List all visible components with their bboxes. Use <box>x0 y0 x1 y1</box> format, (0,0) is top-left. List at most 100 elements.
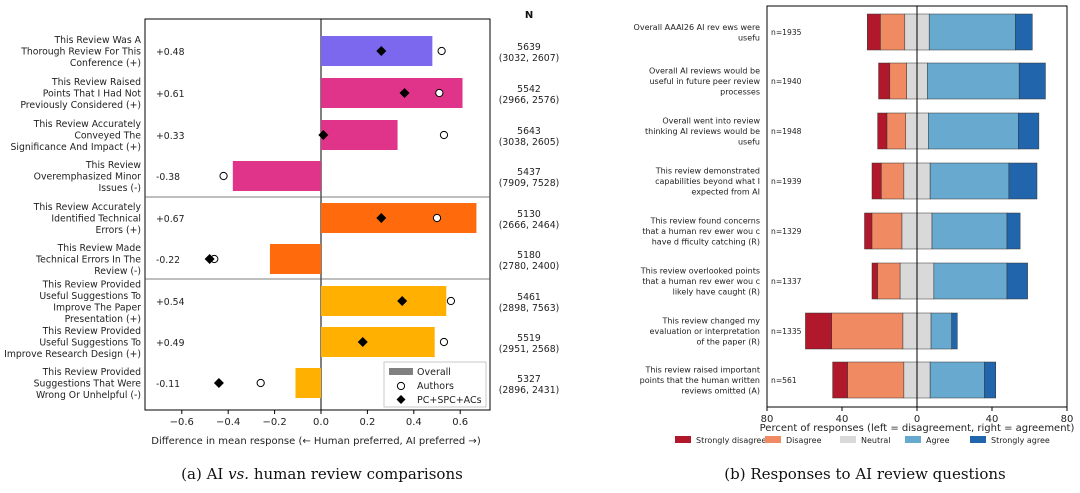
legend-authors-label: Authors <box>417 381 454 392</box>
overall-bar <box>321 120 398 150</box>
row-value-label: +0.61 <box>156 89 185 100</box>
n-breakdown: (2951, 2568) <box>499 344 559 355</box>
legend-overall-label: Overall <box>417 367 451 378</box>
row-label-b-line: This review changed my <box>662 317 761 326</box>
overall-bar <box>321 327 435 357</box>
legend-overall-swatch <box>389 368 413 375</box>
row-label-line: Useful Suggestions To <box>39 291 141 302</box>
n-breakdown: (2666, 2464) <box>499 220 559 231</box>
legend-swatch-b <box>675 436 691 443</box>
caption-a-part: human review comparisons <box>249 465 463 483</box>
row-n-b: n=1940 <box>771 77 802 86</box>
segment-strongly-disagree <box>871 262 878 300</box>
segment-disagree <box>871 212 903 250</box>
row-label-b-line: This review overlooked points <box>640 267 760 276</box>
pcs-marker <box>376 213 387 223</box>
row-label-line: This Review <box>85 160 142 171</box>
legend-authors-marker <box>396 381 406 391</box>
pcs-marker <box>204 254 215 264</box>
row-label-line: Useful Suggestions To <box>39 338 141 349</box>
segment-strongly-agree <box>1006 262 1028 300</box>
segment-strongly-agree <box>1015 13 1033 51</box>
row-label-line: Significance And Impact (+) <box>11 142 141 153</box>
row-label-line: Improve Research Design (+) <box>4 349 141 360</box>
row-label-b-line: that a human rev ewer wou c <box>642 227 760 236</box>
row-label-line: Review (-) <box>94 266 141 277</box>
n-breakdown: (3038, 2605) <box>499 137 559 148</box>
figure-b: Overall AAAI26 AI rev ews wereusefun=193… <box>634 5 1075 483</box>
segment-strongly-agree <box>984 361 996 399</box>
row-label-line: This Review Was A <box>53 35 141 46</box>
x-tick-label: 0.4 <box>406 417 422 428</box>
x-tick-label: −0.2 <box>262 417 286 428</box>
x-axis-label-b: Percent of responses (left = disagreemen… <box>760 423 1075 434</box>
caption-a: (a) AI vs. human review comparisons <box>181 465 463 483</box>
authors-marker <box>435 88 444 98</box>
authors-marker <box>437 46 446 56</box>
n-breakdown: (2896, 2431) <box>499 385 559 396</box>
segment-strongly-agree <box>1006 212 1021 250</box>
row-label-b-line: This review raised important <box>644 366 760 375</box>
segment-agree <box>928 13 1016 51</box>
row-label-b-line: that a human rev ewer wou c <box>642 277 760 286</box>
segment-strongly-agree <box>1018 112 1040 150</box>
row-n-b: n=1335 <box>771 327 802 336</box>
segment-agree <box>933 262 1008 300</box>
x-tick-label-b: 80 <box>1061 414 1074 425</box>
x-tick-label-b: 40 <box>986 414 999 425</box>
pcs-marker <box>357 337 368 347</box>
segment-disagree <box>881 162 905 200</box>
segment-disagree <box>877 262 901 300</box>
n-value: 5327 <box>517 374 541 385</box>
caption-a-italic: vs. <box>228 465 249 483</box>
row-label-b-line: processes <box>720 88 760 97</box>
segment-strongly-disagree <box>877 112 888 150</box>
row-value-label: +0.33 <box>156 131 185 142</box>
overall-bar <box>321 286 447 316</box>
row-label-b-line: likely have caught (R) <box>673 288 760 297</box>
row-n-b: n=1939 <box>771 177 802 186</box>
n-header: N <box>525 10 533 21</box>
row-value-label: -0.11 <box>156 379 180 390</box>
plot-frame <box>144 18 491 411</box>
pcs-marker <box>318 130 329 140</box>
legend-swatch-b <box>765 436 781 443</box>
row-label-line: This Review Provided <box>42 367 142 378</box>
authors-marker <box>439 130 449 140</box>
x-tick-label: 0.2 <box>359 417 375 428</box>
segment-disagree <box>886 112 906 150</box>
row-n-b: n=1329 <box>771 227 802 236</box>
x-tick-label: −0.6 <box>170 417 194 428</box>
row-label-line: Errors (+) <box>95 225 141 236</box>
legend-pcs-label: PC+SPC+ACs <box>417 395 482 406</box>
row-n-b: n=1337 <box>771 277 802 286</box>
pcs-marker <box>213 378 224 388</box>
row-label-line: Suggestions That Were <box>34 379 142 390</box>
segment-strongly-disagree <box>805 312 832 350</box>
n-value: 5519 <box>517 333 541 344</box>
row-value-label: +0.48 <box>156 47 185 58</box>
row-value-label: -0.22 <box>156 255 180 266</box>
row-label-line: Thorough Review For This <box>20 47 141 58</box>
row-label-line: This Review Made <box>57 243 142 254</box>
row-label-line: This Review Accurately <box>33 119 142 130</box>
x-tick-label: 0.0 <box>313 417 329 428</box>
legend-swatch-b <box>905 436 921 443</box>
segment-strongly-disagree <box>878 62 891 100</box>
pcs-marker <box>376 46 387 56</box>
row-label-b-line: thinking AI reviews would be <box>645 127 760 136</box>
segment-strongly-disagree <box>867 13 881 51</box>
row-label-b-line: capabilities beyond what I <box>655 177 760 186</box>
segment-disagree <box>847 361 905 399</box>
legend-swatch-b <box>840 436 856 443</box>
row-label-line: This Review Provided <box>42 279 142 290</box>
n-value: 5461 <box>517 292 541 303</box>
n-value: 5437 <box>517 167 541 178</box>
legend-swatch-b <box>970 436 986 443</box>
authors-marker <box>219 171 228 181</box>
n-breakdown: (2780, 2400) <box>499 261 559 272</box>
row-label-b-line: This review found concerns <box>650 217 760 226</box>
row-label-b-line: Overall AI reviews would be <box>649 67 760 76</box>
legend-label-b: Agree <box>926 436 950 445</box>
segment-agree <box>931 212 1008 250</box>
